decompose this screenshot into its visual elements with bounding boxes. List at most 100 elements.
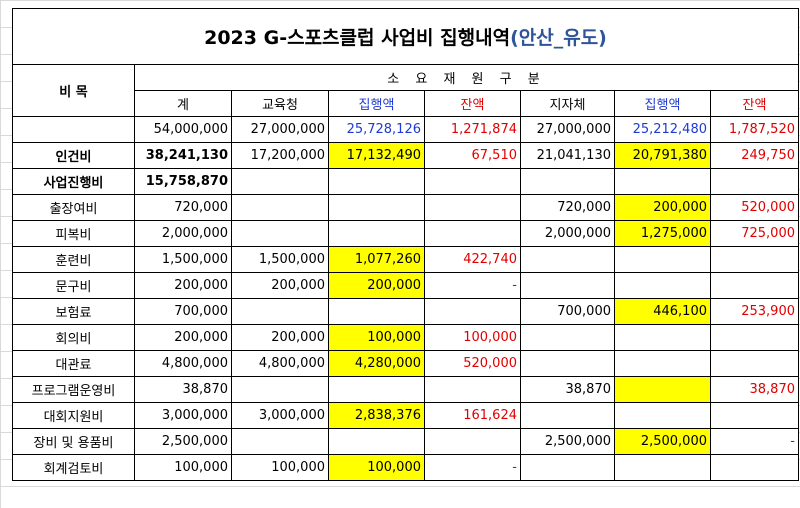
table-title[interactable]: 2023 G-스포츠클럽 사업비 집행내역(안산_유도)	[12, 8, 799, 65]
cell-gov-budget[interactable]	[520, 272, 615, 299]
cell-sum[interactable]: 38,870	[134, 376, 232, 403]
cell-gov-budget[interactable]	[520, 168, 615, 195]
cell-edu-balance[interactable]	[424, 376, 521, 403]
row-category-cell[interactable]: 프로그램운영비	[12, 376, 135, 403]
cell-edu-budget[interactable]: 1,500,000	[231, 246, 329, 273]
cell-edu-balance[interactable]	[424, 194, 521, 221]
cell-gov-budget[interactable]: 2,000,000	[520, 220, 615, 247]
cell-edu-budget[interactable]: 200,000	[231, 272, 329, 299]
totals-label-cell[interactable]	[12, 116, 135, 143]
col-header-balance-edu[interactable]: 잔액	[424, 90, 521, 117]
cell-gov-balance[interactable]: 38,870	[710, 376, 799, 403]
cell-gov-balance[interactable]	[710, 272, 799, 299]
cell-edu-executed[interactable]: 2,838,376	[328, 402, 425, 429]
cell-edu-balance[interactable]: 67,510	[424, 142, 521, 169]
col-header-executed-edu[interactable]: 집행액	[328, 90, 425, 117]
cell-sum[interactable]: 2,500,000	[134, 428, 232, 455]
col-header-balance-gov[interactable]: 잔액	[710, 90, 799, 117]
cell-gov-balance[interactable]	[710, 350, 799, 377]
cell-edu-budget[interactable]: 4,800,000	[231, 350, 329, 377]
cell-edu-executed[interactable]	[328, 376, 425, 403]
row-category-cell[interactable]: 훈련비	[12, 246, 135, 273]
total-gov-executed[interactable]: 25,212,480	[614, 116, 711, 143]
cell-gov-budget[interactable]	[520, 246, 615, 273]
cell-edu-executed[interactable]	[328, 298, 425, 325]
cell-gov-balance[interactable]	[710, 246, 799, 273]
row-category-cell[interactable]: 사업진행비	[12, 168, 135, 195]
cell-gov-balance[interactable]	[710, 454, 799, 481]
cell-gov-balance[interactable]	[710, 402, 799, 429]
total-gov-balance[interactable]: 1,787,520	[710, 116, 799, 143]
cell-sum[interactable]: 3,000,000	[134, 402, 232, 429]
cell-gov-budget[interactable]	[520, 324, 615, 351]
cell-gov-balance[interactable]: 520,000	[710, 194, 799, 221]
cell-gov-executed[interactable]: 200,000	[614, 194, 711, 221]
cell-edu-balance[interactable]: 422,740	[424, 246, 521, 273]
cell-edu-budget[interactable]	[231, 298, 329, 325]
cell-gov-executed[interactable]: 2,500,000	[614, 428, 711, 455]
row-category-cell[interactable]: 대회지원비	[12, 402, 135, 429]
cell-sum[interactable]: 720,000	[134, 194, 232, 221]
cell-edu-executed[interactable]	[328, 428, 425, 455]
cell-edu-budget[interactable]	[231, 428, 329, 455]
cell-edu-executed[interactable]: 200,000	[328, 272, 425, 299]
cell-gov-executed[interactable]	[614, 324, 711, 351]
cell-sum[interactable]: 15,758,870	[134, 168, 232, 195]
cell-gov-executed[interactable]	[614, 246, 711, 273]
col-header-education-office[interactable]: 교육청	[231, 90, 329, 117]
cell-gov-executed[interactable]	[614, 168, 711, 195]
cell-edu-executed[interactable]	[328, 220, 425, 247]
col-header-local-gov[interactable]: 지자체	[520, 90, 615, 117]
cell-edu-budget[interactable]: 100,000	[231, 454, 329, 481]
cell-gov-budget[interactable]: 38,870	[520, 376, 615, 403]
cell-sum[interactable]: 200,000	[134, 324, 232, 351]
cell-edu-balance[interactable]	[424, 298, 521, 325]
cell-edu-balance[interactable]: 161,624	[424, 402, 521, 429]
cell-gov-balance[interactable]	[710, 168, 799, 195]
row-category-cell[interactable]: 대관료	[12, 350, 135, 377]
cell-gov-executed[interactable]: 446,100	[614, 298, 711, 325]
row-category-cell[interactable]: 인건비	[12, 142, 135, 169]
total-sum[interactable]: 54,000,000	[134, 116, 232, 143]
cell-edu-budget[interactable]	[231, 168, 329, 195]
cell-sum[interactable]: 4,800,000	[134, 350, 232, 377]
cell-gov-executed[interactable]	[614, 454, 711, 481]
cell-gov-executed[interactable]	[614, 272, 711, 299]
cell-gov-budget[interactable]: 2,500,000	[520, 428, 615, 455]
cell-edu-budget[interactable]: 3,000,000	[231, 402, 329, 429]
cell-edu-budget[interactable]	[231, 194, 329, 221]
funding-source-header[interactable]: 소 요 재 원 구 분	[134, 64, 799, 91]
cell-gov-budget[interactable]	[520, 402, 615, 429]
cell-gov-balance[interactable]: -	[710, 428, 799, 455]
cell-gov-balance[interactable]	[710, 324, 799, 351]
cell-edu-balance[interactable]	[424, 168, 521, 195]
cell-sum[interactable]: 200,000	[134, 272, 232, 299]
row-category-cell[interactable]: 문구비	[12, 272, 135, 299]
cell-edu-balance[interactable]: -	[424, 272, 521, 299]
row-category-cell[interactable]: 출장여비	[12, 194, 135, 221]
cell-gov-executed[interactable]	[614, 376, 711, 403]
row-category-cell[interactable]: 피복비	[12, 220, 135, 247]
cell-edu-executed[interactable]: 17,132,490	[328, 142, 425, 169]
cell-gov-budget[interactable]: 700,000	[520, 298, 615, 325]
total-edu-balance[interactable]: 1,271,874	[424, 116, 521, 143]
cell-sum[interactable]: 100,000	[134, 454, 232, 481]
cell-edu-balance[interactable]: 520,000	[424, 350, 521, 377]
cell-gov-budget[interactable]: 720,000	[520, 194, 615, 221]
cell-edu-budget[interactable]	[231, 220, 329, 247]
cell-edu-balance[interactable]: -	[424, 454, 521, 481]
cell-gov-executed[interactable]: 1,275,000	[614, 220, 711, 247]
cell-gov-executed[interactable]: 20,791,380	[614, 142, 711, 169]
row-category-cell[interactable]: 보험료	[12, 298, 135, 325]
cell-gov-budget[interactable]	[520, 454, 615, 481]
cell-gov-balance[interactable]: 253,900	[710, 298, 799, 325]
cell-edu-executed[interactable]: 100,000	[328, 324, 425, 351]
cell-gov-balance[interactable]: 249,750	[710, 142, 799, 169]
cell-edu-executed[interactable]	[328, 194, 425, 221]
cell-gov-budget[interactable]	[520, 350, 615, 377]
cell-sum[interactable]: 38,241,130	[134, 142, 232, 169]
col-header-total[interactable]: 계	[134, 90, 232, 117]
cell-edu-balance[interactable]	[424, 428, 521, 455]
total-edu-executed[interactable]: 25,728,126	[328, 116, 425, 143]
cell-edu-budget[interactable]: 17,200,000	[231, 142, 329, 169]
